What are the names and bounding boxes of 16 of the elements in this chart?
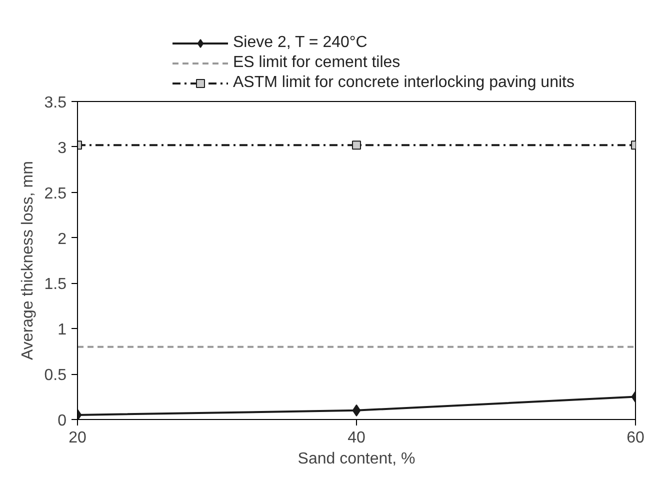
y-tick-label: 3.5 xyxy=(44,94,67,112)
y-tick-label: 0.5 xyxy=(44,367,67,384)
x-tick-label: 60 xyxy=(626,430,644,446)
y-tick-label: 2 xyxy=(58,230,67,248)
x-axis-title: Sand content, % xyxy=(298,450,416,468)
x-tick-label: 40 xyxy=(348,430,366,446)
y-tick-label: 2.5 xyxy=(44,185,67,202)
y-axis-title: Average thickness loss, mm xyxy=(19,161,36,360)
y-tick-label: 1.5 xyxy=(44,276,67,294)
legend-label: Sieve 2, T = 240°C xyxy=(233,33,368,53)
y-tick-label: 3 xyxy=(58,140,67,157)
y-tick-label: 1 xyxy=(58,322,67,339)
x-tick-label: 20 xyxy=(68,430,86,446)
legend-label: ASTM limit for concrete interlocking paving units xyxy=(233,73,574,93)
legend-label: ES limit for cement tiles xyxy=(233,53,400,73)
y-tick-label: 0 xyxy=(58,412,67,430)
